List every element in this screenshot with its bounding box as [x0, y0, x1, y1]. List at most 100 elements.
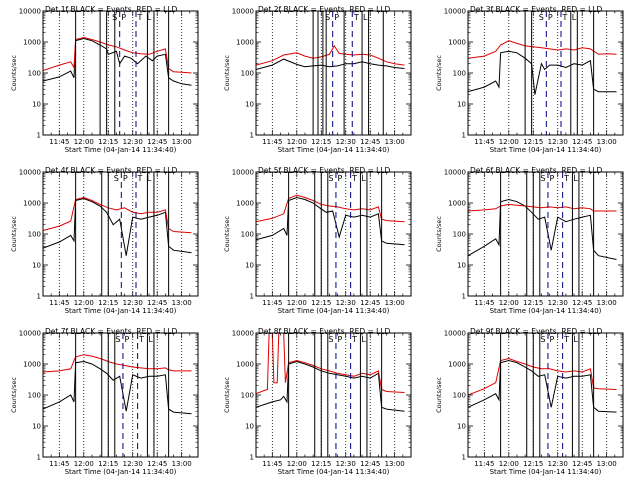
chart-panel-6: 1 10 100 1000 10000 11:45 12:00 12:15 12:30 12:45… [435, 166, 624, 315]
x-tick-label: 11:45 [474, 460, 494, 468]
x-tick-label: 12:00 [74, 138, 94, 146]
y-tick-label: 10 [457, 101, 466, 109]
x-tick-label: 12:00 [74, 460, 94, 468]
y-tick-label: 1 [250, 454, 254, 462]
x-tick-label: 12:45 [147, 299, 167, 307]
y-axis-label: Counts/sec [10, 55, 18, 91]
x-tick-label: 11:45 [49, 299, 69, 307]
y-tick-label: 1000 [448, 200, 466, 208]
x-tick-label: 12:15 [523, 138, 543, 146]
event-letter: T [351, 335, 357, 344]
series-line-lld [256, 44, 405, 66]
x-tick-label: 12:30 [548, 460, 568, 468]
x-tick-label: 11:45 [262, 138, 282, 146]
series-line-events [256, 360, 405, 412]
event-letter: S [114, 174, 119, 183]
x-axis-label: Start Time (04-Jan-14 11:34:40) [490, 307, 602, 315]
x-tick-label: 13:00 [597, 460, 617, 468]
y-axis-label: Counts/sec [223, 55, 231, 91]
x-tick-label: 12:00 [74, 299, 94, 307]
x-tick-label: 12:45 [572, 138, 592, 146]
y-axis-label: Counts/sec [10, 216, 18, 252]
x-tick-label: 12:15 [311, 299, 331, 307]
series-line-lld [256, 194, 405, 223]
event-letter: T [137, 174, 143, 183]
y-tick-label: 100 [241, 70, 254, 78]
series-line-events [43, 197, 192, 256]
x-tick-label: 13:00 [385, 460, 405, 468]
x-tick-label: 12:00 [287, 460, 307, 468]
series-line-events [43, 360, 192, 415]
plot-area [468, 357, 617, 413]
y-tick-label: 100 [453, 70, 466, 78]
y-tick-label: 10 [32, 262, 41, 270]
y-axis-label: Counts/sec [435, 377, 443, 413]
x-tick-label: 12:15 [311, 460, 331, 468]
event-letter: T [563, 174, 569, 183]
y-tick-label: 1 [462, 132, 466, 140]
event-letter: P [550, 335, 555, 344]
plot-area [43, 196, 192, 256]
y-tick-label: 100 [453, 231, 466, 239]
x-axis-label: Start Time (04-Jan-14 11:34:40) [65, 307, 177, 315]
series-line-events [468, 50, 617, 95]
x-tick-label: 12:45 [360, 138, 380, 146]
chart-title: Det 1f BLACK = Events, RED = LLD [45, 5, 178, 14]
event-letter: P [123, 174, 128, 183]
y-tick-label: 1 [250, 293, 254, 301]
x-tick-label: 12:00 [287, 138, 307, 146]
chart-panel-7: 1 10 100 1000 10000 11:45 12:00 12:15 12:30 12:45… [10, 327, 199, 476]
chart-title: Det 6f BLACK = Events, RED = LLD [470, 166, 603, 175]
x-tick-label: 11:45 [49, 460, 69, 468]
event-letter: P [338, 335, 343, 344]
event-letter: L [147, 13, 152, 22]
y-tick-label: 1 [250, 132, 254, 140]
x-tick-label: 12:45 [147, 460, 167, 468]
plot-area [468, 198, 617, 260]
event-letter: P [334, 13, 339, 22]
x-tick-label: 12:15 [311, 138, 331, 146]
x-tick-label: 12:45 [572, 460, 592, 468]
series-line-events [43, 37, 192, 86]
x-tick-label: 12:45 [360, 460, 380, 468]
chart-title: Det 2f BLACK = Events, RED = LLD [258, 5, 391, 14]
event-letter: P [121, 13, 126, 22]
event-letter: T [563, 335, 569, 344]
x-tick-label: 11:45 [474, 138, 494, 146]
y-tick-label: 1 [37, 454, 41, 462]
y-axis-label: Counts/sec [435, 55, 443, 91]
event-letter: S [115, 335, 120, 344]
y-axis-label: Counts/sec [223, 216, 231, 252]
series-line-lld [43, 354, 192, 373]
axes-frame [467, 10, 624, 136]
event-letter: T [138, 335, 144, 344]
y-tick-label: 10 [245, 101, 254, 109]
y-tick-label: 10000 [444, 169, 466, 177]
x-tick-label: 12:45 [147, 138, 167, 146]
series-line-lld [468, 40, 617, 59]
x-tick-label: 13:00 [597, 138, 617, 146]
event-letter: L [572, 13, 577, 22]
x-axis-label: Start Time (04-Jan-14 11:34:40) [490, 468, 602, 476]
y-axis-label: Counts/sec [435, 216, 443, 252]
y-tick-label: 1000 [448, 361, 466, 369]
y-tick-label: 100 [241, 231, 254, 239]
event-letter: P [125, 335, 130, 344]
axes-frame [42, 171, 199, 297]
axes-frame [255, 10, 412, 136]
x-tick-label: 13:00 [597, 299, 617, 307]
x-tick-label: 12:30 [548, 299, 568, 307]
series-line-lld [468, 203, 617, 212]
event-letter: S [328, 174, 333, 183]
event-letter: T [562, 13, 568, 22]
plot-area [43, 354, 192, 415]
x-tick-label: 13:00 [172, 299, 192, 307]
chart-title: Det 7f BLACK = Events, RED = LLD [45, 327, 178, 336]
x-tick-label: 12:30 [336, 460, 356, 468]
chart-panel-9: 1 10 100 1000 10000 11:45 12:00 12:15 12:30 12:45… [435, 327, 624, 476]
series-line-events [256, 58, 405, 70]
event-letter: L [573, 174, 578, 183]
chart-panel-3: 1 10 100 1000 10000 11:45 12:00 12:15 12:30 12:45… [435, 5, 624, 154]
x-tick-label: 12:00 [287, 299, 307, 307]
x-tick-label: 12:00 [499, 299, 519, 307]
